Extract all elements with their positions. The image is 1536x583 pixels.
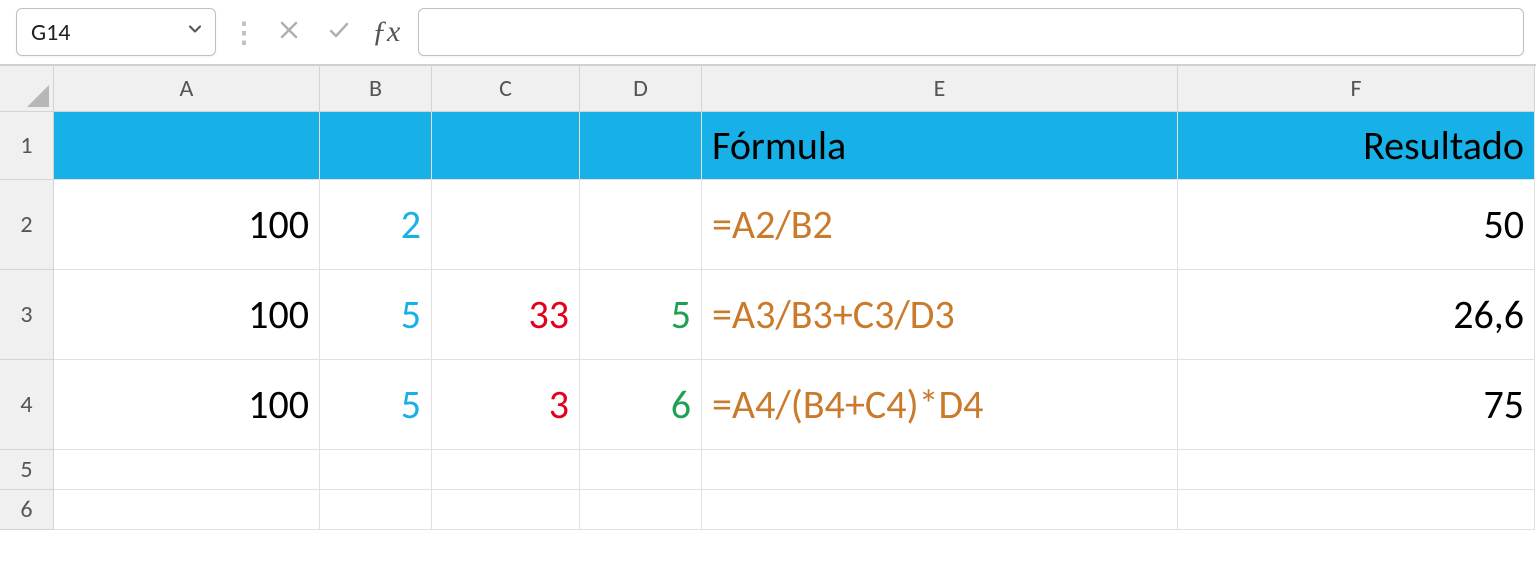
col-header-F[interactable]: F [1178, 66, 1535, 112]
cell-E5[interactable] [702, 450, 1178, 490]
cell-D2[interactable] [580, 180, 702, 270]
cell-F2[interactable]: 50 [1178, 180, 1535, 270]
cell-E6[interactable] [702, 490, 1178, 530]
row-header-4[interactable]: 4 [0, 360, 54, 450]
cell-B3[interactable]: 5 [320, 270, 432, 360]
cancel-button[interactable] [268, 11, 310, 53]
cell-A3[interactable]: 100 [54, 270, 320, 360]
cell-A4[interactable]: 100 [54, 360, 320, 450]
cell-F6[interactable] [1178, 490, 1535, 530]
row-header-3[interactable]: 3 [0, 270, 54, 360]
row-header-1[interactable]: 1 [0, 112, 54, 180]
row-header-6[interactable]: 6 [0, 490, 54, 530]
cell-A1[interactable] [54, 112, 320, 180]
select-all-corner[interactable] [0, 66, 54, 112]
cell-B5[interactable] [320, 450, 432, 490]
chevron-down-icon[interactable] [185, 19, 205, 45]
col-header-E[interactable]: E [702, 66, 1178, 112]
cell-F1[interactable]: Resultado [1178, 112, 1535, 180]
cell-C6[interactable] [432, 490, 580, 530]
name-box[interactable]: G14 [16, 8, 216, 56]
cell-D1[interactable] [580, 112, 702, 180]
cell-C5[interactable] [432, 450, 580, 490]
check-icon [327, 18, 351, 47]
cell-B4[interactable]: 5 [320, 360, 432, 450]
cell-B6[interactable] [320, 490, 432, 530]
cancel-icon [277, 18, 301, 47]
cell-E1[interactable]: Fórmula [702, 112, 1178, 180]
cell-D4[interactable]: 6 [580, 360, 702, 450]
separator-icon: ⋮ [224, 15, 260, 50]
cell-D6[interactable] [580, 490, 702, 530]
cell-C2[interactable] [432, 180, 580, 270]
cell-A2[interactable]: 100 [54, 180, 320, 270]
cell-E2[interactable]: =A2/B2 [702, 180, 1178, 270]
enter-button[interactable] [318, 11, 360, 53]
spreadsheet-grid[interactable]: A B C D E F 1 Fórmula Resultado 2 100 2 … [0, 66, 1536, 530]
cell-D3[interactable]: 5 [580, 270, 702, 360]
cell-F3[interactable]: 26,6 [1178, 270, 1535, 360]
name-box-value: G14 [31, 18, 185, 47]
cell-C4[interactable]: 3 [432, 360, 580, 450]
cell-F5[interactable] [1178, 450, 1535, 490]
cell-E4[interactable]: =A4/(B4+C4)*D4 [702, 360, 1178, 450]
cell-B2[interactable]: 2 [320, 180, 432, 270]
col-header-D[interactable]: D [580, 66, 702, 112]
cell-A5[interactable] [54, 450, 320, 490]
formula-input[interactable] [418, 8, 1524, 56]
col-header-A[interactable]: A [54, 66, 320, 112]
cell-A6[interactable] [54, 490, 320, 530]
col-header-C[interactable]: C [432, 66, 580, 112]
fx-icon[interactable]: ƒx [368, 15, 404, 49]
row-header-2[interactable]: 2 [0, 180, 54, 270]
row-header-5[interactable]: 5 [0, 450, 54, 490]
formula-bar: G14 ⋮ ƒx [0, 0, 1536, 66]
cell-B1[interactable] [320, 112, 432, 180]
cell-C3[interactable]: 33 [432, 270, 580, 360]
cell-D5[interactable] [580, 450, 702, 490]
cell-C1[interactable] [432, 112, 580, 180]
cell-F4[interactable]: 75 [1178, 360, 1535, 450]
cell-E3[interactable]: =A3/B3+C3/D3 [702, 270, 1178, 360]
col-header-B[interactable]: B [320, 66, 432, 112]
